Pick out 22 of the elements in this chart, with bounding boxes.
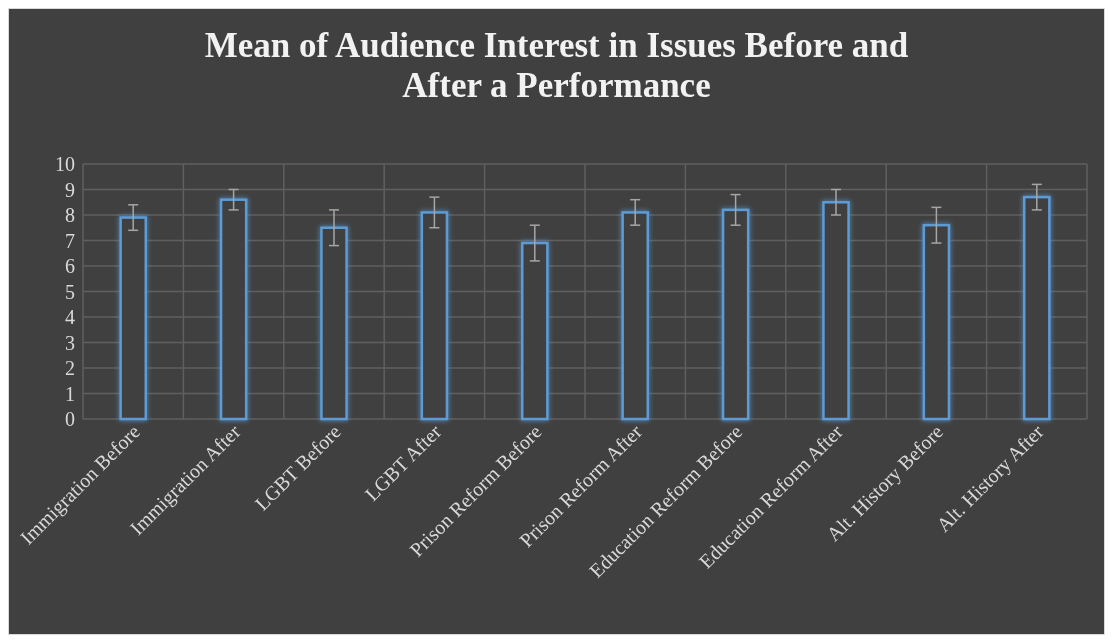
y-tick-label: 3 [65, 331, 75, 354]
bar [320, 226, 348, 421]
bar [621, 211, 649, 421]
y-tick-label: 0 [65, 408, 75, 430]
bar [721, 208, 750, 421]
bar [922, 223, 951, 421]
y-tick-label: 6 [65, 255, 75, 277]
bar [1023, 195, 1051, 421]
bar [822, 201, 850, 421]
y-tick-label: 8 [65, 204, 75, 226]
y-tick-label: 10 [55, 153, 75, 175]
y-tick-label: 2 [65, 357, 75, 379]
y-tick-label: 7 [65, 229, 75, 252]
y-tick-label: 4 [65, 306, 75, 328]
bar [119, 216, 147, 421]
y-tick-label: 5 [65, 280, 75, 303]
bar [219, 198, 248, 421]
y-tick-label: 9 [65, 178, 75, 201]
chart-title: Mean of Audience Interest in Issues Before and After a Performance [204, 26, 909, 105]
y-tick-label: 1 [65, 382, 75, 405]
bar [420, 211, 449, 421]
bar [521, 241, 549, 421]
